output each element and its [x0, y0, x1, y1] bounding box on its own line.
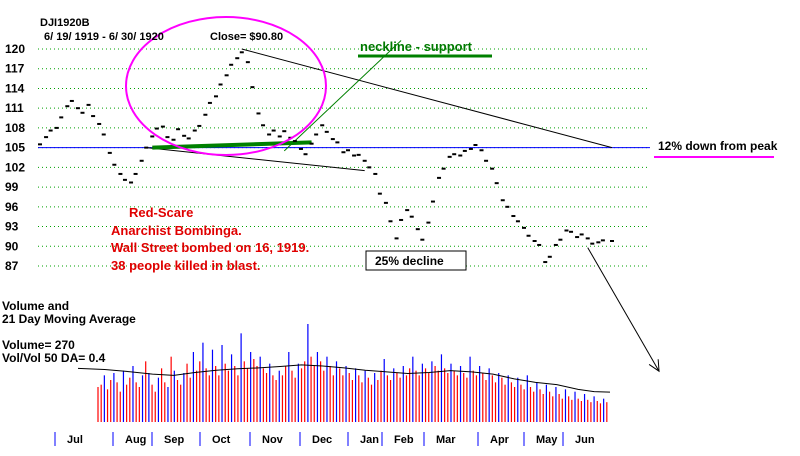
neckline-annotation: neckline - support [360, 39, 473, 54]
month-label: Jul [67, 434, 83, 446]
trendlines [146, 40, 660, 373]
month-axis: Jul Aug Sep Oct Nov Dec Jan Feb Mar Apr May Jun [54, 432, 595, 446]
month-label: Jun [575, 434, 595, 446]
y-tick-label: 90 [5, 239, 19, 253]
red-scare-line-1: Red-Scare [129, 205, 193, 220]
y-tick-label: 120 [5, 42, 25, 56]
volume-ratio: Vol/Vol 50 DA= 0.4 [2, 351, 106, 365]
top-formation-circle [125, 16, 327, 156]
y-tick-label: 111 [5, 101, 24, 115]
volume-moving-average-line [77, 364, 611, 393]
y-tick-label: 102 [5, 160, 25, 174]
volume-title-line-2: 21 Day Moving Average [2, 312, 136, 326]
y-tick-label: 96 [5, 200, 19, 214]
trendline [587, 247, 660, 372]
y-tick-label: 87 [5, 259, 19, 273]
trendline [283, 40, 402, 152]
red-scare-annotation: Red-Scare Anarchist Bombinga. Wall Stree… [111, 205, 309, 273]
decline-box [365, 250, 467, 271]
y-tick-label: 108 [5, 121, 25, 135]
month-label: Dec [312, 434, 332, 446]
trendline [146, 147, 365, 172]
trendline-arrowhead [648, 359, 660, 373]
red-scare-line-3: Wall Street bombed on 16, 1919. [111, 240, 309, 255]
month-label: Apr [490, 434, 510, 446]
y-tick-label: 99 [5, 180, 19, 194]
red-scare-line-2: Anarchist Bombinga. [111, 223, 242, 238]
month-label: Sep [164, 434, 184, 446]
close-label: Close= $90.80 [210, 31, 283, 43]
y-tick-label: 93 [5, 220, 19, 234]
decline-annotation: 25% decline [375, 254, 444, 268]
month-label: Jan [360, 434, 379, 446]
month-label: Mar [436, 434, 456, 446]
y-tick-label: 117 [5, 62, 25, 76]
red-scare-line-4: 38 people killed in blast. [111, 258, 261, 273]
y-tick-label: 114 [5, 81, 25, 95]
trendline [241, 48, 613, 149]
month-label: Oct [212, 434, 231, 446]
volume-value: Volume= 270 [2, 338, 75, 352]
volume-title-line-1: Volume and [2, 299, 69, 313]
date-range-label: 6/ 19/ 1919 - 6/ 30/ 1920 [44, 31, 164, 43]
symbol-label: DJI1920B [40, 17, 90, 29]
month-label: Nov [262, 434, 284, 446]
month-label: Aug [125, 434, 146, 446]
volume-bars [97, 324, 608, 422]
month-label: May [536, 434, 558, 446]
y-tick-label: 105 [5, 141, 25, 155]
month-label: Feb [394, 434, 414, 446]
price-series [38, 51, 614, 264]
pct-from-peak-annotation: 12% down from peak [658, 139, 778, 153]
price-axis-ticks: 120 117 114 111 108 105 102 99 96 93 90 87 [5, 42, 25, 273]
